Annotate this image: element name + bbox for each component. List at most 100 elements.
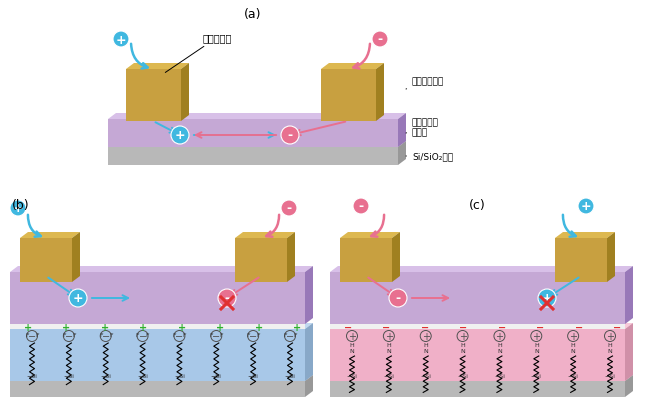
Text: −: − <box>249 331 257 341</box>
Text: N: N <box>350 348 354 354</box>
Text: −: − <box>575 322 582 332</box>
Bar <box>235 239 287 282</box>
Polygon shape <box>10 266 313 272</box>
Bar <box>108 120 398 148</box>
Text: −: − <box>536 322 544 332</box>
Polygon shape <box>305 266 313 324</box>
Text: F: F <box>146 333 150 338</box>
Text: F: F <box>220 333 223 338</box>
Text: +: + <box>569 331 577 341</box>
Text: N: N <box>608 348 612 354</box>
Text: −Si: −Si <box>384 373 395 378</box>
Polygon shape <box>10 323 313 329</box>
Text: N: N <box>460 348 465 354</box>
Polygon shape <box>607 233 615 282</box>
Text: H: H <box>350 342 354 348</box>
Text: 有機両極性
半導体: 有機両極性 半導体 <box>406 118 439 138</box>
Bar <box>340 239 392 282</box>
Polygon shape <box>108 114 406 120</box>
Text: Si/SiO₂基板: Si/SiO₂基板 <box>406 152 453 161</box>
Text: −: − <box>421 322 429 332</box>
Bar <box>10 272 305 324</box>
Text: H: H <box>460 342 465 348</box>
Text: −Si: −Si <box>174 373 185 378</box>
Text: F: F <box>62 333 66 338</box>
Polygon shape <box>398 142 406 166</box>
Text: N: N <box>387 348 391 354</box>
Bar <box>10 381 305 397</box>
Circle shape <box>372 32 388 48</box>
Text: −: − <box>65 331 73 341</box>
Circle shape <box>69 289 87 307</box>
Text: -: - <box>358 200 363 213</box>
Text: +: + <box>541 292 552 305</box>
Text: −Si: −Si <box>531 373 541 378</box>
Bar <box>20 239 72 282</box>
Text: N: N <box>534 348 539 354</box>
Text: F: F <box>209 333 213 338</box>
Text: −: − <box>382 322 391 332</box>
Text: +: + <box>385 331 393 341</box>
Text: (a): (a) <box>244 8 262 21</box>
Text: −Si: −Si <box>421 373 431 378</box>
Text: +: + <box>177 322 186 332</box>
Text: N: N <box>497 348 502 354</box>
Circle shape <box>538 289 556 307</box>
Circle shape <box>281 127 299 145</box>
Polygon shape <box>321 64 384 70</box>
Text: −: − <box>498 322 506 332</box>
Text: +: + <box>293 322 301 332</box>
Circle shape <box>113 32 129 48</box>
Polygon shape <box>20 233 80 239</box>
Circle shape <box>578 198 594 215</box>
Circle shape <box>353 198 369 215</box>
Text: F: F <box>35 333 39 338</box>
Text: −Si: −Si <box>346 373 358 378</box>
Text: +: + <box>606 331 614 341</box>
Text: ソース電極: ソース電極 <box>165 33 233 73</box>
Text: F: F <box>256 333 260 338</box>
Bar <box>330 329 625 381</box>
Bar <box>330 381 625 397</box>
Text: H: H <box>497 342 502 348</box>
Text: −: − <box>613 322 621 332</box>
Polygon shape <box>392 233 400 282</box>
Text: F: F <box>293 333 297 338</box>
Polygon shape <box>72 233 80 282</box>
Circle shape <box>218 289 236 307</box>
Text: -: - <box>224 292 229 305</box>
Text: −: − <box>212 331 220 341</box>
Text: F: F <box>246 333 250 338</box>
Text: −Si: −Si <box>248 373 259 378</box>
Text: ドレイン電極: ドレイン電極 <box>406 77 444 90</box>
Text: -: - <box>378 33 383 47</box>
Text: +: + <box>24 322 32 332</box>
Text: +: + <box>175 129 185 142</box>
Polygon shape <box>235 233 295 239</box>
Polygon shape <box>126 64 189 70</box>
Polygon shape <box>108 142 406 148</box>
Text: −: − <box>101 331 110 341</box>
Text: −Si: −Si <box>285 373 296 378</box>
Text: +: + <box>13 202 23 215</box>
Text: −: − <box>286 331 294 341</box>
Polygon shape <box>340 233 400 239</box>
Polygon shape <box>305 375 313 397</box>
Polygon shape <box>181 64 189 122</box>
Bar <box>126 70 181 122</box>
Text: −Si: −Si <box>494 373 505 378</box>
Bar <box>555 239 607 282</box>
Text: −Si: −Si <box>137 373 148 378</box>
Text: +: + <box>495 331 504 341</box>
Text: +: + <box>348 331 356 341</box>
Polygon shape <box>305 323 313 381</box>
Text: +: + <box>458 331 467 341</box>
Text: −Si: −Si <box>100 373 111 378</box>
Text: −Si: −Si <box>457 373 468 378</box>
Text: +: + <box>116 33 126 47</box>
Bar <box>321 70 376 122</box>
Polygon shape <box>330 323 633 329</box>
Text: H: H <box>534 342 539 348</box>
Polygon shape <box>330 266 633 272</box>
Text: H: H <box>571 342 575 348</box>
